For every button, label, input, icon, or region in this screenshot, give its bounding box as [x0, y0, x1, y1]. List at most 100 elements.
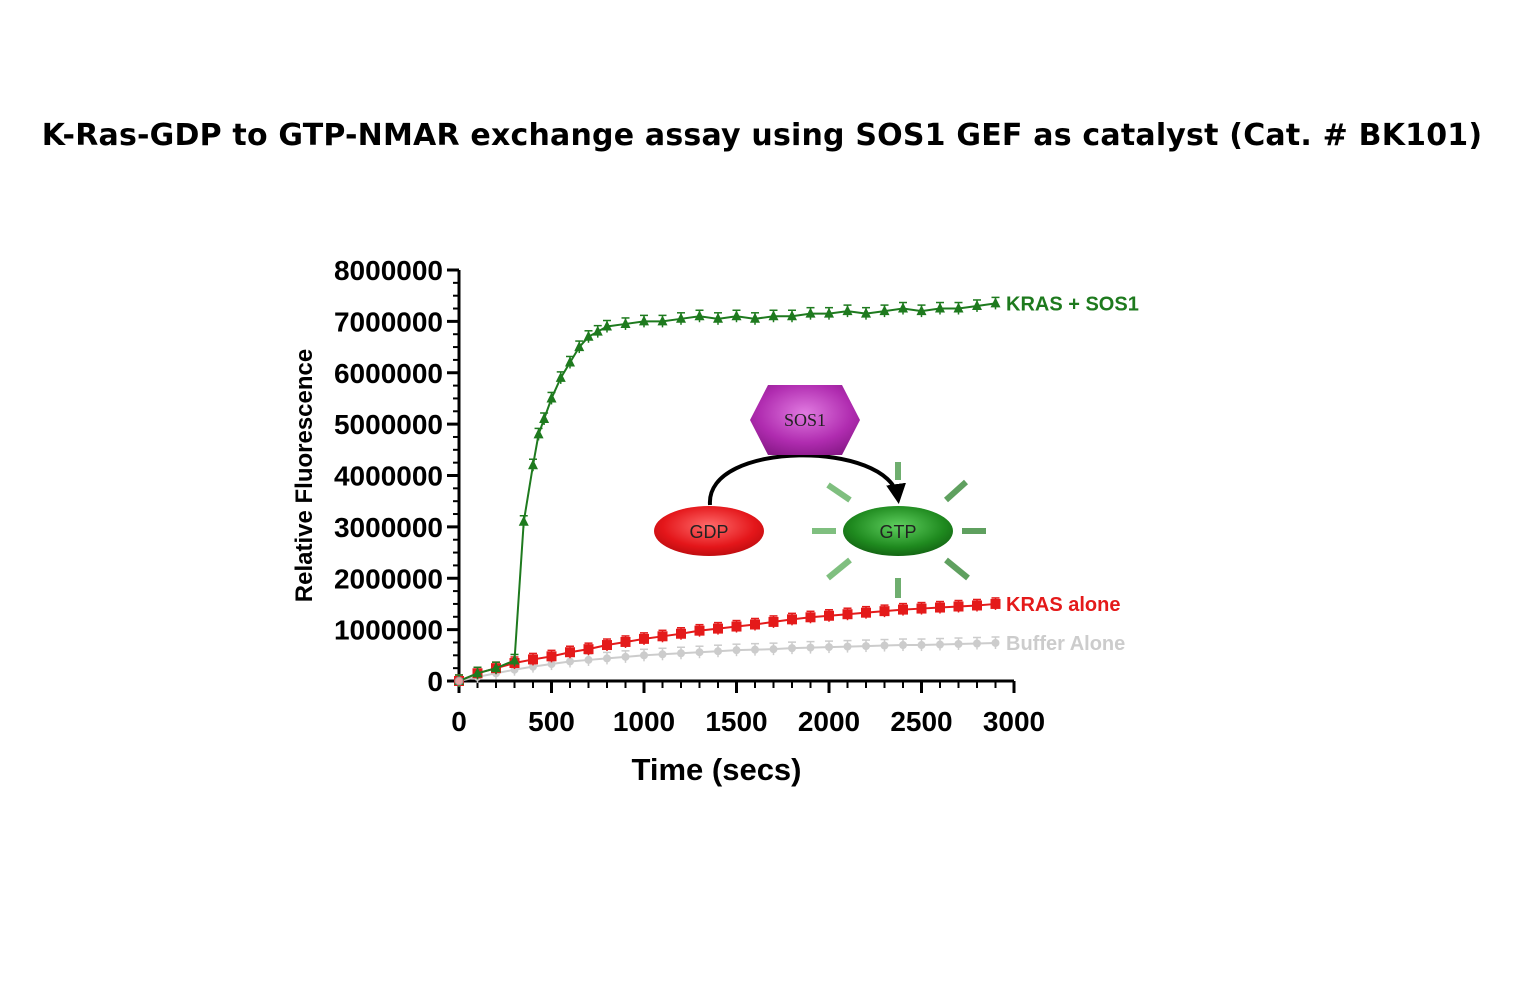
gdp-ellipse-icon	[654, 506, 764, 556]
data-point	[657, 315, 668, 326]
data-point	[640, 651, 648, 660]
y-tick-label: 4000000	[334, 461, 443, 492]
data-point	[620, 636, 631, 647]
legend: KRAS + SOS1 KRAS alone Buffer Alone	[1006, 293, 1139, 655]
data-point	[583, 330, 594, 341]
data-point	[714, 647, 722, 656]
data-point	[824, 307, 834, 318]
data-point	[972, 299, 982, 310]
axes: 0 1000000 2000000 3000000 4000000 5000000 6000…	[291, 255, 1045, 787]
data-point	[862, 642, 870, 651]
data-point	[584, 655, 593, 664]
data-point	[528, 459, 538, 470]
data-point	[842, 609, 853, 620]
data-point	[713, 623, 723, 634]
data-point	[990, 598, 1001, 609]
legend-label-0: KRAS + SOS1	[1006, 293, 1139, 315]
data-point	[518, 515, 529, 526]
x-tick-label: 2500	[890, 706, 952, 737]
data-point	[677, 649, 685, 658]
data-point	[509, 654, 520, 665]
data-point	[676, 628, 686, 639]
legend-label-2: Buffer Alone	[1006, 633, 1125, 655]
data-point	[806, 643, 815, 652]
data-point	[731, 621, 742, 632]
y-tick-label: 7000000	[334, 306, 443, 337]
x-tick-label: 0	[451, 706, 467, 737]
data-point	[565, 356, 575, 367]
x-tick-label: 3000	[983, 706, 1045, 737]
data-point	[751, 645, 759, 654]
data-point	[973, 639, 981, 648]
data-point	[972, 600, 982, 611]
exchange-diagram: SOS1 GDP GTP	[654, 385, 986, 598]
data-point	[805, 307, 816, 318]
series-line	[458, 602, 996, 682]
data-point	[529, 662, 537, 671]
data-point	[602, 320, 612, 331]
data-point	[861, 307, 871, 318]
data-point	[825, 643, 833, 652]
data-point	[657, 631, 668, 642]
data-point	[879, 305, 890, 316]
series-line	[458, 641, 996, 682]
y-tick-label: 3000000	[334, 512, 443, 543]
data-point	[879, 606, 890, 617]
data-point	[787, 614, 797, 625]
data-point	[990, 297, 1001, 308]
y-tick-label: 1000000	[334, 615, 443, 646]
y-tick-label: 0	[427, 666, 443, 697]
chart-title: K-Ras-GDP to GTP-NMAR exchange assay usi…	[41, 118, 1483, 153]
x-tick-label: 500	[528, 706, 575, 737]
data-point	[824, 610, 834, 621]
data-point	[953, 601, 964, 612]
data-point	[861, 607, 871, 618]
data-point	[592, 325, 603, 336]
exchange-arrow	[707, 453, 906, 506]
data-point	[898, 604, 908, 615]
data-point	[676, 312, 686, 323]
data-point	[695, 648, 704, 657]
data-point	[639, 633, 649, 644]
data-point	[916, 305, 927, 316]
data-point	[768, 616, 779, 627]
data-point	[916, 603, 927, 614]
data-point	[639, 315, 649, 326]
y-axis-title: Relative Fluorescence	[291, 349, 318, 602]
data-point	[491, 662, 501, 673]
data-point	[768, 310, 779, 321]
data-point	[566, 657, 574, 666]
data-point	[713, 312, 723, 323]
data-point	[805, 612, 816, 623]
legend-label-1: KRAS alone	[1006, 594, 1120, 616]
data-point	[547, 660, 556, 669]
data-point	[539, 412, 550, 423]
x-tick-label: 1500	[705, 706, 767, 737]
series-kras-sos1	[454, 296, 1001, 687]
data-point	[574, 341, 585, 352]
data-point	[842, 305, 853, 316]
data-point	[528, 654, 538, 665]
y-tick-label: 8000000	[334, 255, 443, 286]
data-point	[732, 646, 741, 655]
data-point	[935, 602, 945, 613]
data-point	[935, 302, 945, 313]
data-point	[602, 640, 612, 651]
data-point	[936, 640, 944, 649]
data-point	[787, 310, 797, 321]
plot-series	[454, 296, 1001, 687]
x-axis-title: Time (secs)	[631, 752, 801, 787]
gtp-ellipse-icon	[843, 506, 953, 556]
data-point	[472, 667, 483, 678]
data-point	[565, 647, 575, 658]
sos1-label: SOS1	[784, 410, 826, 430]
y-tick-label: 5000000	[334, 409, 443, 440]
data-point	[880, 641, 889, 650]
x-tick-label: 1000	[613, 706, 675, 737]
y-tick-label: 6000000	[334, 358, 443, 389]
data-point	[546, 392, 557, 403]
data-point	[750, 312, 760, 323]
series-line	[458, 302, 996, 682]
series-kras-alone	[454, 597, 1001, 687]
